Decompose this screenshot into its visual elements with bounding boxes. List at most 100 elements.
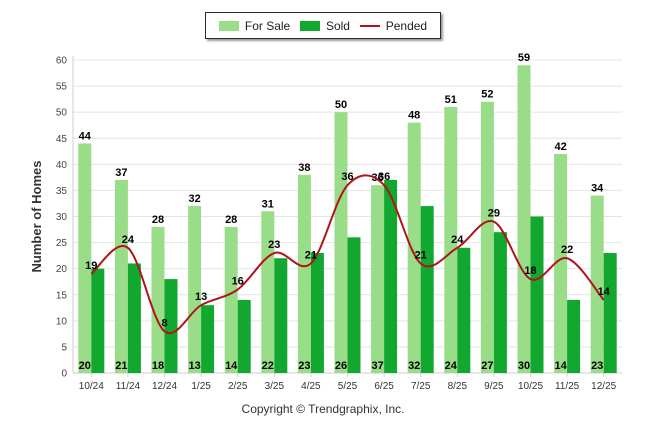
- bar-for-sale: [78, 143, 92, 373]
- data-label-for-sale: 34: [591, 183, 604, 195]
- data-label-pended: 21: [305, 249, 317, 261]
- bar-for-sale: [151, 226, 165, 373]
- bar-sold: [420, 206, 434, 373]
- bar-for-sale: [517, 65, 531, 373]
- data-label-pended: 36: [378, 171, 390, 183]
- bar-sold: [603, 253, 617, 373]
- data-label-pended: 16: [232, 276, 244, 288]
- x-tick-label: 10/24: [79, 381, 104, 392]
- y-tick-label: 10: [56, 316, 68, 327]
- y-tick-label: 5: [61, 342, 67, 353]
- data-label-sold: 24: [445, 360, 458, 372]
- data-label-pended: 19: [85, 260, 97, 272]
- legend-item-sold[interactable]: Sold: [299, 18, 350, 33]
- data-label-sold: 14: [225, 360, 238, 372]
- y-tick-label: 15: [56, 290, 68, 301]
- data-label-for-sale: 38: [298, 162, 310, 174]
- data-label-for-sale: 42: [554, 141, 566, 153]
- data-label-for-sale: 52: [481, 89, 493, 101]
- data-label-pended: 23: [268, 239, 280, 251]
- bar-for-sale: [407, 122, 421, 373]
- bar-for-sale: [480, 101, 494, 373]
- legend-label-for-sale: For Sale: [244, 18, 291, 33]
- bar-sold: [91, 268, 105, 373]
- data-label-pended: 13: [195, 291, 207, 303]
- data-label-pended: 8: [161, 317, 167, 329]
- x-tick-label: 12/24: [152, 381, 177, 392]
- y-axis-title: Number of Homes: [29, 161, 44, 273]
- data-label-for-sale: 51: [445, 94, 457, 106]
- bar-sold: [127, 263, 141, 373]
- data-label-sold: 14: [554, 360, 567, 372]
- x-tick-label: 1/25: [191, 381, 211, 392]
- data-label-for-sale: 59: [518, 52, 530, 64]
- data-label-sold: 32: [408, 360, 420, 372]
- bar-for-sale: [554, 153, 568, 373]
- legend-item-pended[interactable]: Pended: [359, 19, 427, 33]
- data-label-for-sale: 32: [188, 193, 200, 205]
- bar-sold: [164, 279, 178, 373]
- data-label-for-sale: 28: [225, 214, 237, 226]
- x-tick-label: 12/25: [591, 381, 616, 392]
- bar-for-sale: [224, 226, 238, 373]
- y-tick-label: 35: [56, 186, 68, 197]
- y-tick-label: 20: [56, 264, 68, 275]
- x-tick-label: 2/25: [228, 381, 248, 392]
- y-tick-label: 25: [56, 238, 68, 249]
- data-label-pended: 24: [451, 234, 464, 246]
- y-tick-label: 30: [56, 212, 68, 223]
- data-label-pended: 21: [415, 249, 427, 261]
- data-label-pended: 18: [524, 265, 536, 277]
- bar-sold: [310, 253, 324, 373]
- data-label-pended: 36: [341, 171, 353, 183]
- bar-sold: [567, 299, 581, 373]
- legend-label-sold: Sold: [325, 18, 350, 33]
- data-label-pended: 14: [598, 286, 611, 298]
- bar-for-sale: [334, 112, 348, 374]
- x-tick-label: 11/25: [555, 381, 580, 392]
- bar-sold: [274, 258, 288, 373]
- series-line-pended: [90, 174, 605, 335]
- bar-for-sale: [114, 179, 128, 373]
- data-label-sold: 21: [115, 360, 127, 372]
- y-tick-label: 40: [56, 160, 68, 171]
- bar-for-sale: [188, 206, 202, 373]
- data-label-sold: 23: [298, 360, 310, 372]
- data-label-for-sale: 44: [79, 130, 92, 142]
- x-tick-label: 10/25: [518, 381, 543, 392]
- data-label-pended: 29: [488, 208, 500, 220]
- legend-swatch-for-sale: [218, 20, 239, 31]
- x-tick-label: 11/24: [116, 381, 141, 392]
- legend-swatch-sold: [299, 20, 320, 31]
- data-label-sold: 23: [591, 360, 603, 372]
- bar-sold: [493, 232, 507, 373]
- legend-item-for-sale[interactable]: For Sale: [218, 18, 291, 33]
- data-label-sold: 22: [262, 360, 274, 372]
- data-label-for-sale: 48: [408, 110, 420, 122]
- bar-for-sale: [590, 195, 604, 373]
- data-label-sold: 13: [188, 360, 200, 372]
- y-tick-label: 45: [56, 134, 68, 145]
- data-label-pended: 24: [122, 234, 135, 246]
- data-label-sold: 37: [371, 360, 383, 372]
- x-tick-label: 9/25: [484, 381, 504, 392]
- x-tick-label: 4/25: [301, 381, 321, 392]
- bar-sold: [457, 247, 471, 373]
- x-tick-label: 8/25: [448, 381, 468, 392]
- data-label-sold: 18: [152, 360, 164, 372]
- bar-sold: [237, 299, 251, 373]
- copyright-text: Copyright © Trendgraphix, Inc.: [241, 402, 405, 416]
- y-tick-label: 60: [56, 56, 68, 67]
- x-tick-label: 3/25: [265, 381, 285, 392]
- data-label-for-sale: 28: [152, 214, 164, 226]
- data-label-sold: 30: [518, 360, 530, 372]
- bar-for-sale: [261, 211, 275, 373]
- bar-sold: [347, 237, 361, 373]
- data-label-for-sale: 37: [115, 167, 127, 179]
- legend-swatch-pended: [359, 24, 380, 27]
- bar-for-sale: [297, 174, 311, 373]
- data-label-sold: 20: [79, 360, 91, 372]
- x-tick-label: 7/25: [411, 381, 431, 392]
- bar-sold: [201, 305, 215, 373]
